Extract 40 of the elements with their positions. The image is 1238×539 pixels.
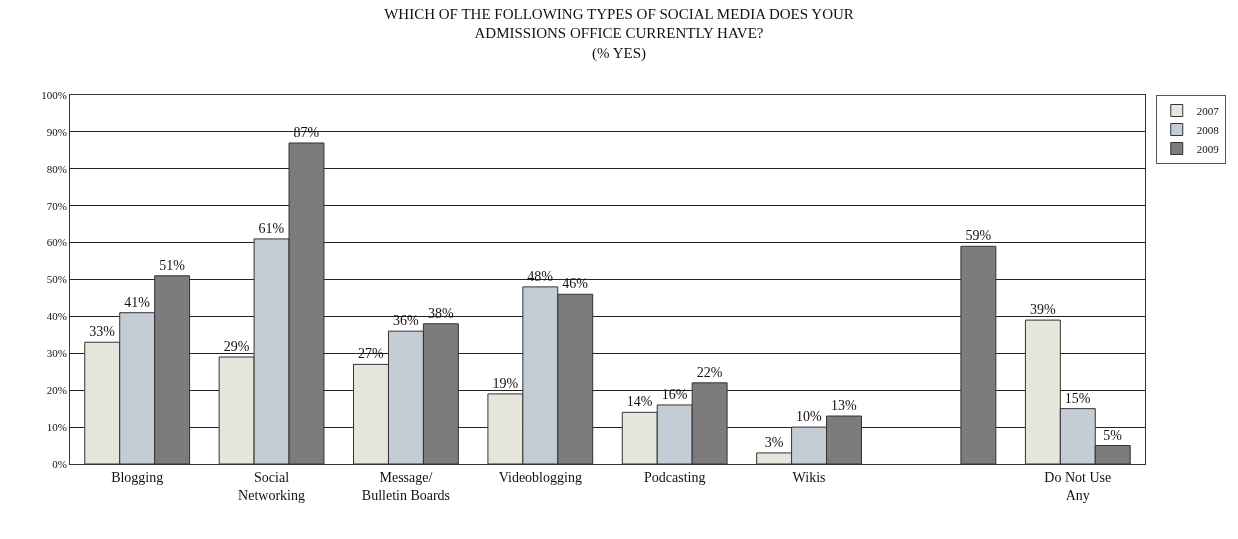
data-label: 59%	[965, 228, 992, 244]
data-label: 19%	[492, 375, 519, 391]
data-label: 3%	[764, 434, 784, 450]
data-label: 5%	[1103, 427, 1123, 443]
y-tick-label: 30%	[46, 347, 67, 360]
chart-title: WHICH OF THE FOLLOWING TYPES OF SOCIAL MEDIA DOES YOUR ADMISSIONS OFFICE CURRENTLY HAVE? (% YES)	[384, 5, 854, 62]
y-tick-label: 10%	[46, 420, 67, 433]
data-label: 15%	[1064, 390, 1091, 406]
data-label: 14%	[626, 394, 653, 410]
legend-label: 2008	[1196, 123, 1220, 136]
y-tick-label: 40%	[46, 310, 67, 323]
x-tick-label: Blogging	[111, 469, 164, 485]
data-label: 10%	[796, 409, 823, 425]
y-tick-label: 20%	[46, 384, 67, 397]
x-tick-label: Message/ Bulletin Boards	[361, 469, 451, 503]
x-tick-label: Do Not Use Any	[1044, 469, 1112, 503]
data-label: 22%	[696, 364, 723, 380]
y-tick-label: 50%	[46, 273, 67, 286]
y-tick-label: 90%	[46, 125, 67, 138]
y-tick-label: 60%	[46, 236, 67, 249]
data-label: 41%	[124, 294, 151, 310]
data-label: 61%	[258, 220, 285, 236]
data-label: 51%	[159, 257, 186, 273]
data-label: 16%	[661, 386, 688, 402]
y-tick-label: 70%	[46, 199, 67, 212]
data-label: 33%	[89, 324, 116, 340]
y-tick-label: 80%	[46, 162, 67, 175]
x-tick-label: Social Networking	[238, 469, 306, 503]
legend-label: 2007	[1196, 104, 1220, 117]
data-label: 46%	[562, 276, 589, 292]
x-tick-label: Wikis	[792, 469, 826, 485]
legend-label: 2009	[1196, 142, 1220, 155]
x-tick-label: Videoblogging	[498, 469, 582, 485]
x-tick-label: Podcasting	[643, 469, 706, 485]
data-label: 13%	[831, 398, 857, 414]
y-tick-label: 100%	[41, 88, 67, 101]
data-label: 36%	[392, 313, 419, 329]
data-label: 39%	[1029, 302, 1056, 318]
y-tick-label: 0%	[52, 457, 67, 470]
data-label: 29%	[223, 338, 250, 354]
